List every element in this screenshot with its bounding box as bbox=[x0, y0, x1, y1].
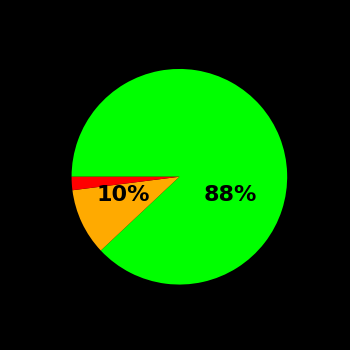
Wedge shape bbox=[72, 177, 179, 251]
Text: 88%: 88% bbox=[203, 185, 257, 205]
Wedge shape bbox=[71, 69, 287, 285]
Wedge shape bbox=[71, 177, 179, 190]
Text: 10%: 10% bbox=[96, 185, 150, 205]
